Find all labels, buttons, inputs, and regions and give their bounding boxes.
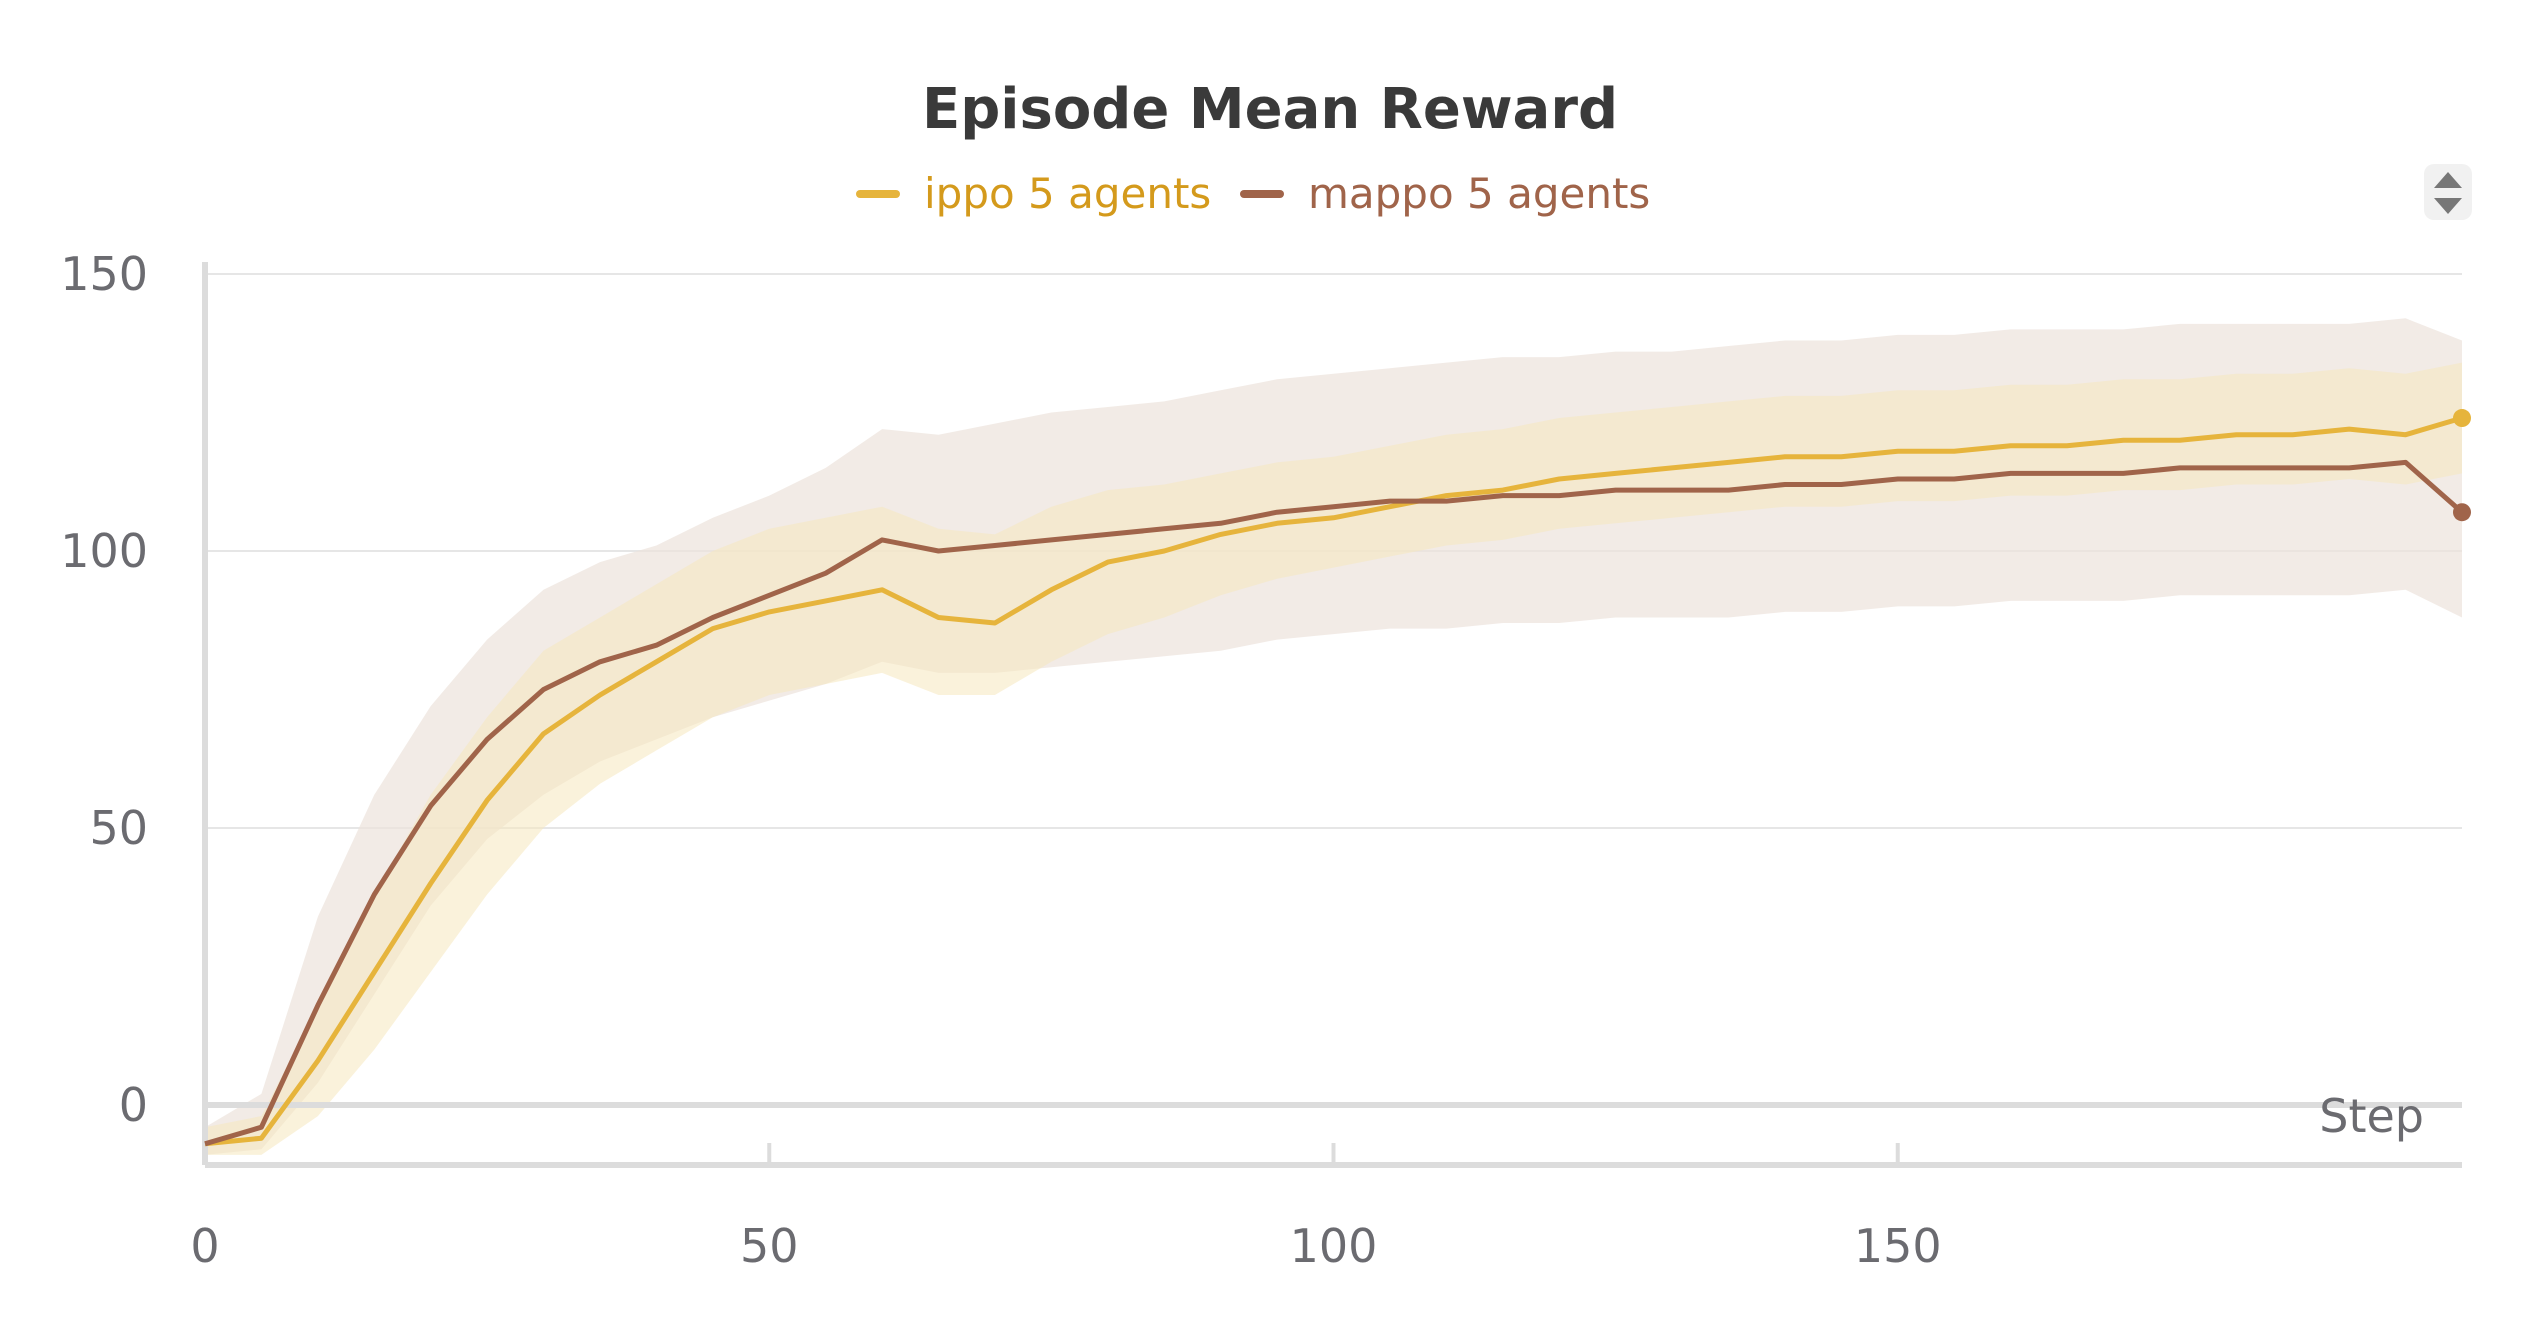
series-line-ippo[interactable] [204, 415, 2463, 1147]
legend-label-mappo[interactable]: mappo 5 agents [1308, 169, 1650, 218]
x-axis-label: Step [2319, 1089, 2424, 1143]
legend: ippo 5 agents mappo 5 agents [856, 169, 1650, 218]
y-tick-label-100: 100 [60, 524, 148, 578]
x-tick-label-0: 0 [190, 1219, 219, 1273]
y-tick-label-150: 150 [60, 247, 148, 301]
y-tick-label-0: 0 [119, 1078, 148, 1132]
band-ippo [205, 362, 2462, 1155]
x-tick-label-50: 50 [740, 1219, 799, 1273]
legend-label-ippo[interactable]: ippo 5 agents [924, 169, 1211, 218]
x-tick-label-100: 100 [1290, 1219, 1378, 1273]
series-line-mappo[interactable] [204, 459, 2464, 1147]
x-tick-label-150: 150 [1854, 1219, 1942, 1273]
plot-area: 0 50 100 150 0 50 100 150 [60, 247, 2471, 1273]
y-tick-label-50: 50 [89, 801, 148, 855]
series-end-point-mappo[interactable] [2453, 503, 2471, 522]
series-end-point-ippo[interactable] [2453, 409, 2471, 428]
sort-arrows-icon[interactable] [2424, 164, 2472, 220]
band-mappo [205, 318, 2462, 1155]
chart-title: Episode Mean Reward [922, 77, 1618, 142]
